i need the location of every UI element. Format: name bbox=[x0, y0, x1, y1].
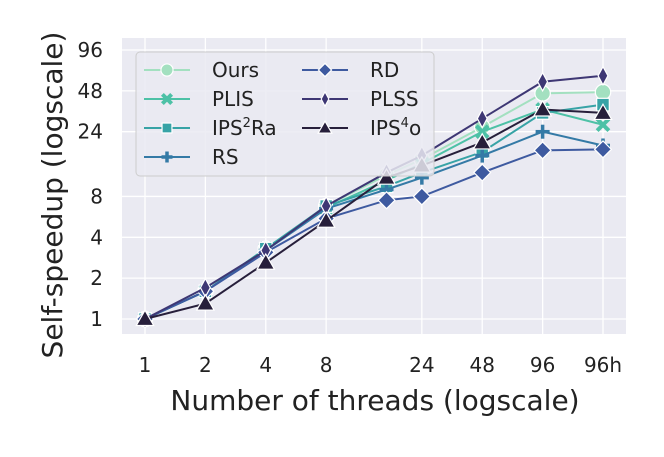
legend-item: IPS2Ra bbox=[144, 116, 277, 140]
data-point bbox=[533, 141, 552, 160]
legend-label: RD bbox=[370, 58, 399, 82]
data-point bbox=[160, 92, 174, 106]
legend-label: RS bbox=[212, 145, 239, 169]
data-point bbox=[594, 83, 612, 101]
y-axis-label: Self-speedup (logscale) bbox=[36, 32, 69, 359]
x-tick-label: 96 bbox=[530, 353, 555, 377]
data-point bbox=[320, 90, 330, 108]
data-point bbox=[195, 293, 216, 311]
y-tick-label: 4 bbox=[90, 225, 103, 249]
x-tick-label: 2 bbox=[199, 353, 212, 377]
data-point bbox=[376, 167, 397, 185]
x-tick-labels: 1 2 4 8 24 48 96 96h bbox=[139, 353, 622, 377]
y-tick-label: 8 bbox=[90, 184, 103, 208]
data-point bbox=[317, 62, 333, 78]
y-tick-label: 96 bbox=[78, 38, 103, 62]
x-tick-label: 48 bbox=[470, 353, 495, 377]
data-point bbox=[317, 119, 333, 134]
legend-label: IPS4o bbox=[370, 116, 421, 140]
data-point bbox=[593, 103, 613, 121]
data-point bbox=[160, 63, 174, 77]
legend-label: IPS2Ra bbox=[212, 116, 277, 140]
data-point bbox=[161, 151, 173, 163]
legend-label: PLSS bbox=[370, 87, 419, 111]
x-tick-label: 24 bbox=[409, 353, 434, 377]
data-point bbox=[412, 187, 432, 206]
y-tick-label: 2 bbox=[90, 266, 103, 290]
data-point bbox=[377, 191, 396, 210]
data-point bbox=[593, 140, 613, 159]
x-tick-label: 8 bbox=[320, 353, 333, 377]
data-point bbox=[537, 71, 549, 93]
data-point bbox=[597, 65, 609, 87]
y-tick-label: 48 bbox=[78, 79, 103, 103]
data-point bbox=[532, 99, 553, 117]
legend-item: RD bbox=[302, 58, 399, 82]
data-point bbox=[475, 148, 490, 163]
x-tick-label: 4 bbox=[259, 353, 272, 377]
data-point bbox=[256, 252, 276, 270]
legend-item: RS bbox=[144, 145, 239, 169]
x-tick-label: 96h bbox=[584, 353, 622, 377]
legend-item: PLSS bbox=[302, 87, 419, 111]
data-point bbox=[135, 309, 155, 327]
data-point bbox=[595, 117, 611, 133]
y-tick-label: 1 bbox=[90, 307, 103, 331]
data-point bbox=[472, 163, 492, 182]
legend-box bbox=[135, 51, 435, 177]
legend-label: PLIS bbox=[212, 87, 254, 111]
legend-item: IPS4o bbox=[302, 116, 421, 140]
y-tick-label: 24 bbox=[78, 120, 103, 144]
data-point bbox=[535, 124, 550, 139]
data-point bbox=[161, 122, 173, 134]
legend-item: Ours bbox=[144, 58, 259, 82]
data-point bbox=[474, 124, 490, 139]
data-point bbox=[472, 132, 492, 150]
x-tick-label: 1 bbox=[139, 353, 152, 377]
data-point bbox=[476, 108, 488, 129]
legend: Ours PLIS IPS2Ra RS RD PLSS IPS4o bbox=[135, 51, 435, 177]
series-ips-o bbox=[135, 99, 613, 327]
legend-item: PLIS bbox=[144, 87, 254, 111]
legend-label: Ours bbox=[212, 58, 259, 82]
data-point bbox=[316, 210, 336, 228]
x-axis-label: Number of threads (logscale) bbox=[170, 384, 579, 417]
